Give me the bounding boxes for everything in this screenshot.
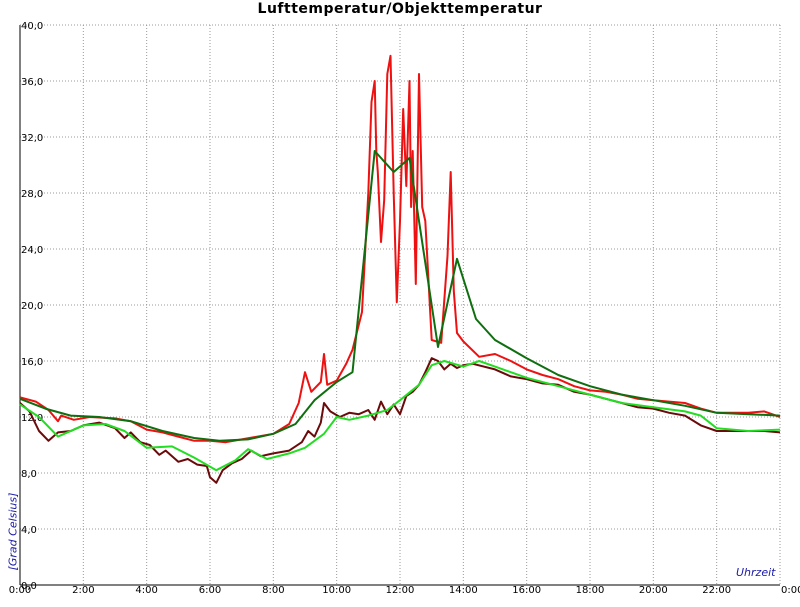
x-tick-label: 6:00 [199,585,221,596]
series-line-1 [19,54,781,444]
y-tick-label: 8,0 [21,469,37,480]
x-tick-label: 10:00 [322,585,351,596]
x-tick-label: 22:00 [702,585,731,596]
y-tick-label: 4,0 [21,525,37,536]
y-axis-label: [Grad Celsius] [6,492,20,571]
x-axis-label: Uhrzeit [736,566,776,579]
y-tick-label: 24,0 [21,245,43,256]
x-tick-label: 18:00 [576,585,605,596]
x-tick-label: 2:00 [72,585,94,596]
series-line-4 [19,360,781,472]
x-tick-label: 8:00 [262,585,284,596]
y-tick-label: 32,0 [21,133,43,144]
x-tick-label: 16:00 [512,585,541,596]
series-line-2 [19,150,781,442]
chart-title: Lufttemperatur/Objekttemperatur [257,1,543,17]
y-tick-label: 40,0 [21,21,43,32]
x-tick-label: 14:00 [449,585,478,596]
x-tick-label: 20:00 [639,585,668,596]
y-tick-label: 0,0 [21,581,37,592]
y-tick-label: 16,0 [21,357,43,368]
x-tick-label: 12:00 [386,585,415,596]
x-tick-label: 0:00 [781,585,800,596]
y-tick-label: 36,0 [21,77,43,88]
y-tick-label: 28,0 [21,189,43,200]
y-tick-label: 20,0 [21,301,43,312]
x-tick-label: 0:00 [9,585,31,596]
x-tick-label: 4:00 [135,585,157,596]
